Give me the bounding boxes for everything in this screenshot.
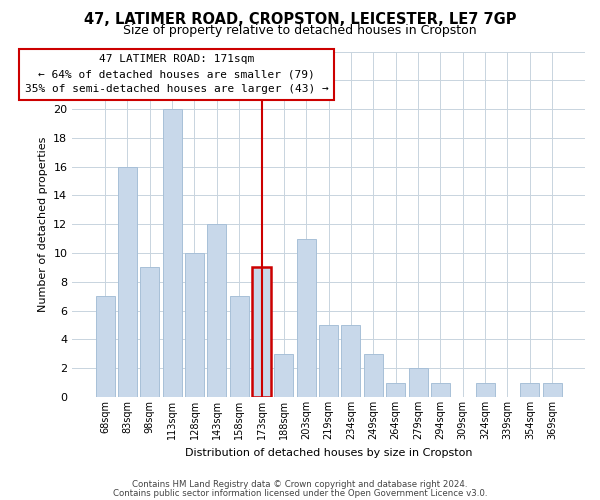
Bar bbox=[520, 382, 539, 397]
Y-axis label: Number of detached properties: Number of detached properties bbox=[38, 136, 47, 312]
Bar bbox=[431, 382, 450, 397]
Bar bbox=[386, 382, 405, 397]
Bar bbox=[140, 268, 159, 397]
Bar bbox=[185, 253, 204, 397]
Bar bbox=[319, 325, 338, 397]
Bar bbox=[252, 268, 271, 397]
Bar bbox=[274, 354, 293, 397]
Bar bbox=[341, 325, 361, 397]
Bar bbox=[95, 296, 115, 397]
Bar bbox=[409, 368, 428, 397]
Bar bbox=[297, 238, 316, 397]
Bar bbox=[163, 109, 182, 397]
Bar bbox=[364, 354, 383, 397]
Text: Contains HM Land Registry data © Crown copyright and database right 2024.: Contains HM Land Registry data © Crown c… bbox=[132, 480, 468, 489]
Text: 47, LATIMER ROAD, CROPSTON, LEICESTER, LE7 7GP: 47, LATIMER ROAD, CROPSTON, LEICESTER, L… bbox=[84, 12, 516, 28]
Text: Size of property relative to detached houses in Cropston: Size of property relative to detached ho… bbox=[123, 24, 477, 37]
Bar bbox=[542, 382, 562, 397]
X-axis label: Distribution of detached houses by size in Cropston: Distribution of detached houses by size … bbox=[185, 448, 472, 458]
Bar bbox=[476, 382, 494, 397]
Bar bbox=[208, 224, 226, 397]
Text: Contains public sector information licensed under the Open Government Licence v3: Contains public sector information licen… bbox=[113, 488, 487, 498]
Bar bbox=[118, 166, 137, 397]
Text: 47 LATIMER ROAD: 171sqm
← 64% of detached houses are smaller (79)
35% of semi-de: 47 LATIMER ROAD: 171sqm ← 64% of detache… bbox=[25, 54, 328, 94]
Bar bbox=[230, 296, 248, 397]
